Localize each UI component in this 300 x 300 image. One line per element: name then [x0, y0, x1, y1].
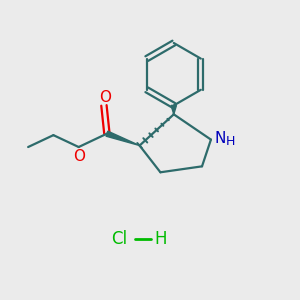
Text: O: O — [73, 149, 85, 164]
Text: H: H — [154, 230, 167, 248]
Text: O: O — [99, 90, 111, 105]
Text: N: N — [214, 130, 226, 146]
Polygon shape — [106, 131, 140, 146]
Polygon shape — [171, 105, 176, 114]
Text: Cl: Cl — [111, 230, 127, 248]
Text: H: H — [226, 136, 235, 148]
